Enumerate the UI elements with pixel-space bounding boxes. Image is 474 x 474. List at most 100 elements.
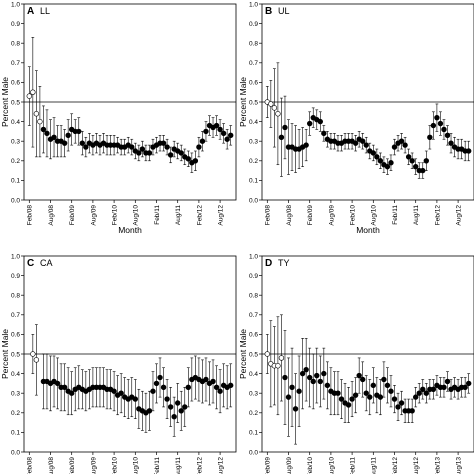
x-tick-label: Feb/09	[69, 205, 76, 226]
data-point	[68, 390, 75, 396]
y-tick-label: 0.0	[249, 449, 258, 456]
y-tick-label: 0.5	[249, 351, 258, 358]
y-tick-label: 0.1	[11, 178, 20, 185]
data-point	[178, 408, 184, 414]
data-point	[430, 386, 437, 392]
data-point	[303, 366, 309, 373]
y-tick-label: 0.2	[11, 410, 20, 417]
x-tick-label: Feb/11	[154, 205, 161, 225]
data-point	[384, 382, 391, 389]
data-point	[352, 392, 359, 398]
data-point	[423, 158, 429, 164]
data-point	[466, 380, 472, 387]
data-point	[349, 396, 355, 402]
data-point	[220, 130, 227, 137]
x-tick-label: Aug/12	[456, 205, 463, 226]
data-point	[132, 396, 139, 402]
x-tick-label: Aug/08	[286, 205, 293, 226]
y-tick-label: 0.6	[249, 80, 258, 87]
y-tick-label: 0.8	[11, 293, 20, 300]
panel-name: CA	[40, 258, 53, 268]
y-axis-label: Percent Male	[238, 329, 248, 379]
y-tick-label: 0.2	[11, 158, 20, 165]
data-point	[192, 158, 199, 164]
x-tick-label: Feb/10	[112, 457, 119, 474]
data-point	[466, 148, 472, 154]
data-point	[434, 114, 440, 121]
x-tick-label: Feb/10	[350, 205, 357, 226]
y-tick-label: 0.3	[249, 391, 258, 398]
x-tick-label: Aug/12	[413, 457, 420, 474]
data-point	[413, 163, 419, 170]
data-point-open	[275, 363, 281, 369]
x-tick-label: Feb/08	[27, 457, 34, 474]
data-point	[317, 118, 323, 125]
x-tick-label: Feb/12	[392, 457, 399, 474]
x-tick-label: Aug/10	[371, 205, 378, 226]
y-tick-label: 0.9	[11, 21, 20, 28]
x-tick-label: Aug/10	[133, 457, 140, 474]
panel-name: UL	[278, 6, 290, 16]
data-point	[175, 400, 181, 406]
data-point	[413, 394, 419, 400]
data-point	[321, 370, 327, 377]
panel-letter: C	[27, 258, 34, 269]
x-tick-label: Feb/09	[69, 457, 76, 474]
panel-name: TY	[278, 258, 290, 268]
data-point-open	[37, 118, 43, 125]
x-tick-label: Aug/09	[90, 205, 97, 226]
data-point	[224, 136, 230, 142]
data-point	[430, 122, 437, 129]
data-point-open	[30, 351, 36, 357]
data-point	[164, 396, 170, 402]
y-tick-label: 0.3	[249, 139, 258, 146]
y-tick-label: 0.4	[11, 371, 20, 378]
data-point	[360, 376, 366, 383]
data-point	[370, 382, 376, 389]
data-point	[391, 144, 398, 150]
data-point	[83, 144, 89, 150]
data-point-open	[271, 105, 278, 111]
data-point	[395, 404, 401, 410]
panel-d: 0.0 0.1 0.2 0.3 0.4 0.5 0.6 0.7 0.8 0.9 1.0 Feb/09 A…	[238, 253, 474, 474]
data-point	[448, 140, 454, 146]
data-point	[321, 130, 327, 137]
y-tick-label: 0.6	[11, 80, 20, 87]
data-point	[153, 380, 160, 387]
panel-letter: B	[265, 6, 272, 17]
x-tick-label: Aug/12	[218, 205, 225, 226]
panel-b: 0.0 0.1 0.2 0.3 0.4 0.5 0.6 0.7 0.8 0.9 1.0 Feb/08 A…	[238, 1, 474, 235]
data-point	[384, 163, 391, 170]
data-point	[146, 408, 153, 414]
data-point	[178, 150, 184, 156]
data-point	[391, 396, 398, 402]
data-point-open	[264, 351, 270, 357]
x-tick-label: Aug/10	[328, 457, 335, 474]
data-point	[111, 388, 117, 394]
data-point	[377, 158, 384, 164]
y-tick-label: 0.7	[11, 60, 20, 67]
panel-c: 0.0 0.1 0.2 0.3 0.4 0.5 0.6 0.7 0.8 0.9 1.0 Feb/08 A…	[0, 253, 237, 474]
data-point	[310, 378, 316, 385]
y-tick-label: 0.1	[11, 430, 20, 437]
data-point	[150, 388, 156, 394]
panel-letter: A	[27, 6, 34, 17]
data-point	[370, 150, 376, 156]
data-point	[398, 138, 405, 144]
y-tick-label: 0.7	[11, 312, 20, 319]
data-point	[441, 126, 447, 133]
data-point	[61, 384, 68, 391]
x-tick-label: Feb/10	[112, 205, 119, 226]
data-point	[79, 140, 86, 146]
data-point	[292, 406, 299, 412]
data-point	[402, 142, 408, 148]
y-tick-label: 0.8	[249, 41, 258, 48]
y-tick-label: 0.0	[249, 197, 258, 204]
data-point	[203, 128, 209, 135]
y-tick-label: 0.2	[249, 410, 258, 417]
y-tick-label: 0.8	[249, 293, 258, 300]
x-tick-label: Feb/08	[27, 205, 34, 226]
y-axis-label: Percent Male	[0, 329, 10, 379]
data-point	[157, 374, 163, 381]
data-point	[129, 144, 135, 150]
